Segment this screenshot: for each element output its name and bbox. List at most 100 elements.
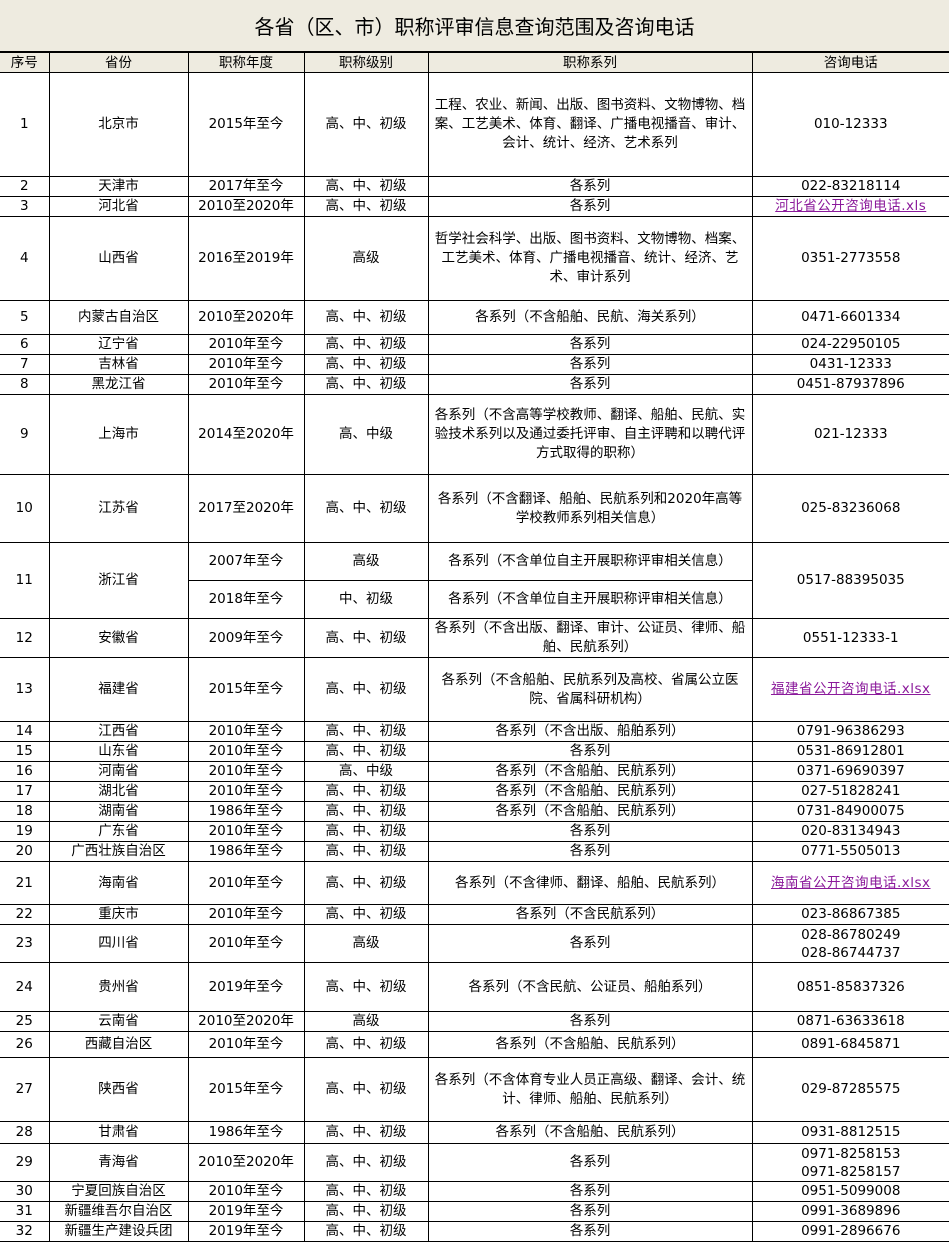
row-number: 6 [0,334,50,355]
row-number: 27 [0,1057,50,1122]
row-number: 12 [0,618,50,658]
phone-cell: 0471-6601334 [751,300,949,335]
table-row: 26 西藏自治区 2010年至今 高、中、初级 各系列（不含船舶、民航系列） 0891-6… [0,1031,949,1058]
level-cell: 高级 [303,216,429,301]
level-cell: 高、中、初级 [303,741,429,762]
province-cell: 甘肃省 [48,1121,189,1144]
table-row: 31 新疆维吾尔自治区 2019年至今 高、中、初级 各系列 0991-3689896 [0,1201,949,1222]
province-cell: 吉林省 [48,354,189,375]
phone-number: 0517-88395035 [796,572,905,588]
level-cell: 高、中、初级 [303,334,429,355]
province-cell: 辽宁省 [48,334,189,355]
phone-cell: 023-86867385 [751,904,949,925]
row-number: 2 [0,176,50,197]
province-cell: 上海市 [48,394,189,475]
phone-number: 0971-8258157 [801,1163,901,1180]
series-cell: 各系列（不含出版、船舶系列） [427,721,753,742]
series-cell: 哲学社会科学、出版、图书资料、文物博物、档案、工艺美术、体育、广播电视播音、统计… [427,216,753,301]
table-row: 27 陕西省 2015年至今 高、中、初级 各系列（不含体育专业人员正高级、翻译、会计、… [0,1057,949,1122]
phone-cell: 0371-69690397 [751,761,949,782]
phone-number: 0851-85837326 [796,978,905,995]
level-cell: 高、中、初级 [303,904,429,925]
table-subrow: 2018年至今 中、初级 各系列（不含单位自主开展职称评审相关信息） [0,580,949,619]
phone-cell: 025-83236068 [751,474,949,543]
series-cell: 各系列 [427,354,753,375]
phone-cell: 河北省公开咨询电话.xls [751,196,949,217]
series-cell: 各系列 [427,924,753,963]
col-header-province: 省份 [48,52,189,73]
phone-cell: 010-12333 [751,72,949,177]
level-cell: 高、中、初级 [303,72,429,177]
year-cell: 2015年至今 [187,72,305,177]
year-cell: 2017年至今 [187,176,305,197]
level-cell: 高、中、初级 [303,861,429,905]
table-row: 30 宁夏回族自治区 2010年至今 高、中、初级 各系列 0951-5099008 [0,1181,949,1202]
row-number: 21 [0,861,50,905]
phone-number: 010-12333 [813,116,888,132]
table-row: 20 广西壮族自治区 1986年至今 高、中、初级 各系列 0771-5505013 [0,841,949,862]
province-cell: 江苏省 [48,474,189,543]
year-cell: 2007年至今 [187,542,305,581]
year-cell: 1986年至今 [187,801,305,822]
phone-cell: 福建省公开咨询电话.xlsx [751,657,949,722]
level-cell: 高级 [303,1011,429,1032]
province-cell: 黑龙江省 [48,374,189,395]
province-cell: 江西省 [48,721,189,742]
phone-cell: 0871-63633618 [751,1011,949,1032]
phone-cell: 0951-5099008 [751,1181,949,1202]
series-cell: 各系列（不含船舶、民航系列） [427,1121,753,1144]
phone-cell: 海南省公开咨询电话.xlsx [751,861,949,905]
year-cell: 2015年至今 [187,1057,305,1122]
province-cell: 广西壮族自治区 [48,841,189,862]
series-cell: 各系列 [427,374,753,395]
row-number: 17 [0,781,50,802]
phone-cell: 022-83218114 [751,176,949,197]
phone-cell: 0351-2773558 [751,216,949,301]
phone-cell: 0551-12333-1 [751,618,949,658]
province-cell: 四川省 [48,924,189,963]
phone-cell: 0451-87937896 [751,374,949,395]
col-header-phone: 咨询电话 [751,52,949,73]
series-cell: 各系列 [427,821,753,842]
province-cell: 广东省 [48,821,189,842]
series-cell: 各系列（不含民航、公证员、船舶系列） [427,962,753,1012]
year-cell: 2010至2020年 [187,196,305,217]
col-header-year: 职称年度 [187,52,305,73]
phone-file-link[interactable]: 河北省公开咨询电话.xls [775,198,927,214]
phone-file-link[interactable]: 福建省公开咨询电话.xlsx [770,681,931,697]
level-cell: 高、中、初级 [303,821,429,842]
year-cell: 2010至2020年 [187,1011,305,1032]
year-cell: 1986年至今 [187,841,305,862]
year-cell: 2010年至今 [187,374,305,395]
phone-number: 0871-63633618 [796,1013,905,1029]
table-row: 1 北京市 2015年至今 高、中、初级 工程、农业、新闻、出版、图书资料、文物博物、档… [0,72,949,177]
province-cell: 新疆生产建设兵团 [48,1221,189,1242]
phone-cell: 021-12333 [751,394,949,475]
header-row: 序号 省份 职称年度 职称级别 职称系列 咨询电话 [0,52,949,73]
table-row: 10 江苏省 2017至2020年 高、中、初级 各系列（不含翻译、船舶、民航系列和20… [0,474,949,543]
year-cell: 2010年至今 [187,821,305,842]
phone-cell: 027-51828241 [751,781,949,802]
province-cell: 新疆维吾尔自治区 [48,1201,189,1222]
phone-cell: 0517-88395035 [751,542,949,619]
col-header-no: 序号 [0,52,50,73]
province-cell: 云南省 [48,1011,189,1032]
province-cell: 河北省 [48,196,189,217]
level-cell: 高级 [303,924,429,963]
level-cell: 高、中、初级 [303,196,429,217]
province-cell: 宁夏回族自治区 [48,1181,189,1202]
year-cell: 2019年至今 [187,1201,305,1222]
province-cell: 河南省 [48,761,189,782]
phone-cell: 028-86780249 028-86744737 [751,924,949,963]
phone-file-link[interactable]: 海南省公开咨询电话.xlsx [770,874,931,891]
phone-cell: 0731-84900075 [751,801,949,822]
series-cell: 各系列 [427,1011,753,1032]
year-cell: 2010年至今 [187,781,305,802]
phone-number: 024-22950105 [801,336,901,352]
series-cell: 各系列（不含船舶、民航系列） [427,801,753,822]
level-cell: 高、中、初级 [303,176,429,197]
phone-number: 027-51828241 [801,783,901,799]
year-cell: 2010年至今 [187,741,305,762]
row-number: 7 [0,354,50,375]
phone-cell: 029-87285575 [751,1057,949,1122]
